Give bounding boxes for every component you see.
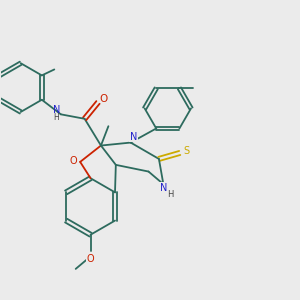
Text: N: N [130,132,137,142]
Text: N: N [53,105,60,115]
Text: O: O [99,94,107,104]
Text: H: H [53,113,59,122]
Text: O: O [87,254,94,264]
Text: S: S [183,146,189,156]
Text: O: O [70,156,77,166]
Text: N: N [160,183,167,193]
Text: H: H [167,190,173,199]
